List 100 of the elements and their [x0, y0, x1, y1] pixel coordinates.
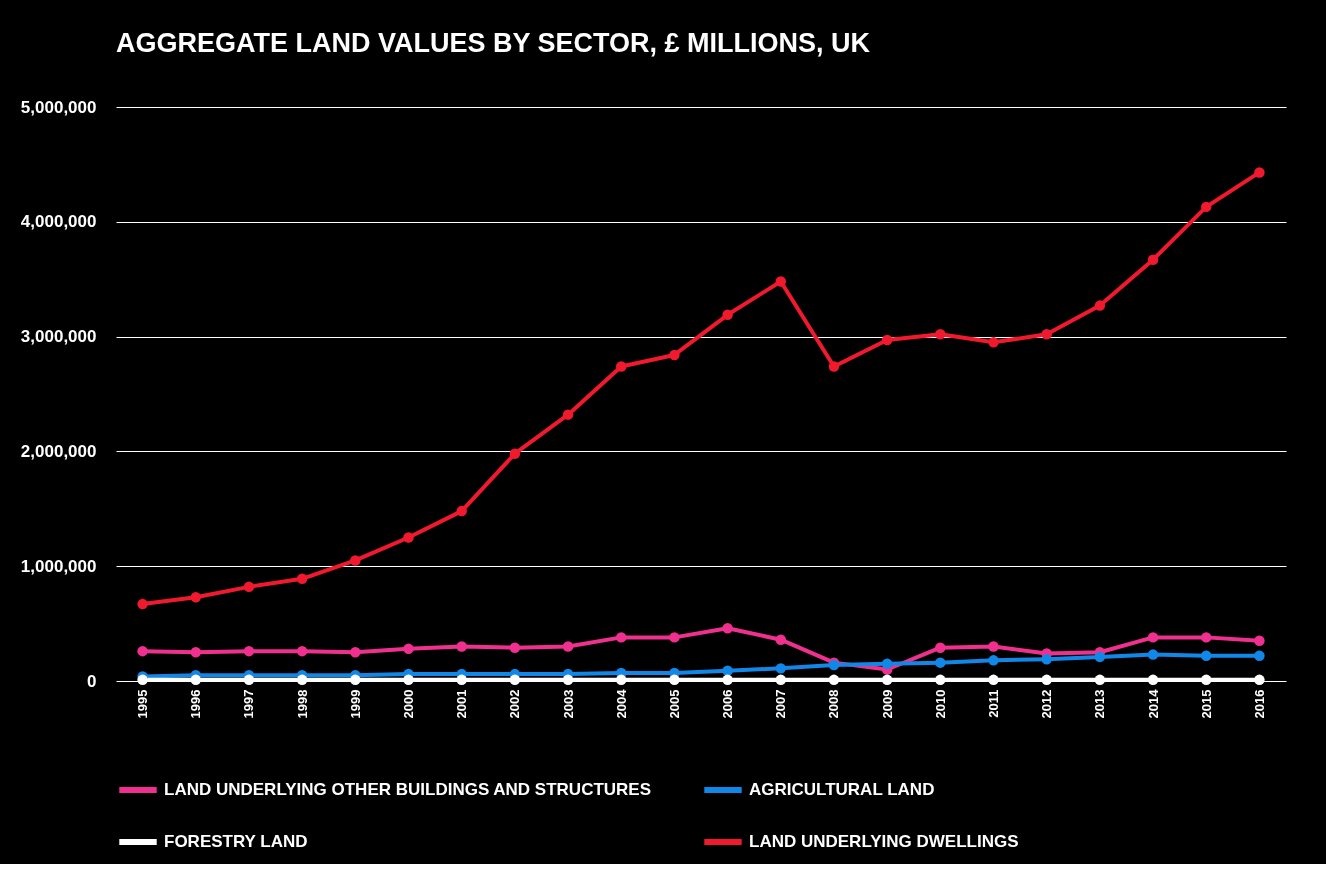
point — [562, 674, 574, 686]
x-tick-label: 2001 — [454, 689, 470, 719]
legend-label: FORESTRY LAND — [164, 832, 308, 851]
x-tick-label: 2003 — [560, 689, 576, 719]
point — [1200, 632, 1212, 643]
point — [403, 532, 414, 543]
legend-label: AGRICULTURAL LAND — [749, 780, 935, 799]
x-tick-label: 1999 — [347, 689, 363, 719]
x-tick-label: 2016 — [1251, 689, 1267, 719]
point — [243, 581, 255, 593]
point — [1200, 201, 1212, 213]
x-tick-label: 2007 — [773, 689, 789, 719]
point — [350, 647, 361, 658]
y-tick-label: 1,000,000 — [20, 556, 97, 576]
point — [1147, 254, 1159, 265]
point — [1041, 329, 1052, 340]
x-tick-label: 2013 — [1092, 689, 1108, 719]
point — [1041, 674, 1052, 686]
point — [456, 674, 467, 686]
point — [243, 674, 255, 686]
point — [296, 674, 308, 686]
x-tick-label: 2005 — [666, 689, 682, 719]
point — [190, 591, 202, 603]
point — [509, 448, 521, 459]
point — [615, 632, 627, 643]
point — [775, 634, 787, 645]
point — [1254, 167, 1265, 178]
point — [562, 409, 574, 420]
point — [775, 663, 787, 674]
y-tick-label: 2,000,000 — [20, 441, 97, 461]
point — [1094, 674, 1106, 686]
point — [988, 337, 999, 348]
x-tick-label: 2002 — [507, 689, 523, 719]
point — [669, 674, 680, 686]
point — [509, 642, 521, 653]
point — [988, 641, 999, 652]
point — [722, 665, 733, 676]
point — [669, 349, 680, 361]
point — [935, 642, 946, 653]
point — [615, 674, 627, 686]
legend-label: LAND UNDERLYING OTHER BUILDINGS AND STRUCTURES — [164, 780, 652, 799]
x-tick-label: 2012 — [1039, 689, 1055, 719]
point — [1147, 632, 1159, 643]
point — [935, 329, 946, 340]
x-tick-label: 1996 — [188, 689, 204, 719]
point — [403, 674, 414, 686]
x-tick-label: 2009 — [879, 689, 895, 719]
x-tick-label: 2015 — [1198, 689, 1214, 719]
x-tick-label: 2010 — [932, 689, 948, 719]
x-tick-label: 2011 — [986, 689, 1001, 718]
x-tick-label: 1997 — [241, 689, 257, 719]
point — [350, 555, 361, 566]
y-tick-label: 0 — [87, 671, 97, 691]
legend-label: LAND UNDERLYING DWELLINGS — [749, 832, 1019, 851]
point — [1254, 674, 1265, 686]
chart-title: AGGREGATE LAND VALUES BY SECTOR, £ MILLIONS, UK — [116, 28, 871, 58]
point — [881, 674, 893, 686]
point — [350, 674, 361, 686]
point — [988, 655, 999, 666]
x-tick-label: 2014 — [1145, 688, 1161, 719]
point — [1200, 674, 1212, 686]
point — [137, 598, 148, 610]
point — [137, 674, 148, 686]
x-tick-label: 2000 — [401, 689, 416, 719]
point — [456, 641, 467, 652]
point — [722, 674, 733, 686]
point — [1094, 300, 1106, 311]
point — [1147, 674, 1159, 686]
point — [403, 643, 414, 655]
point — [190, 674, 202, 686]
point — [456, 505, 467, 517]
y-tick-label: 3,000,000 — [20, 327, 97, 347]
point — [828, 674, 840, 686]
point — [1200, 650, 1212, 661]
point — [509, 674, 521, 686]
point — [296, 645, 308, 657]
point — [988, 674, 999, 686]
point — [722, 309, 733, 321]
point — [1254, 635, 1265, 647]
point — [935, 674, 946, 686]
point — [935, 657, 946, 668]
point — [1041, 653, 1052, 665]
point — [296, 573, 308, 585]
y-tick-label: 4,000,000 — [20, 212, 97, 232]
point — [828, 361, 840, 372]
point — [243, 645, 255, 657]
x-tick-label: 1995 — [135, 689, 151, 719]
x-tick-label: 2008 — [826, 689, 842, 719]
point — [1254, 650, 1265, 661]
point — [881, 334, 893, 346]
point — [775, 276, 787, 287]
point — [722, 622, 733, 634]
point — [775, 674, 787, 686]
point — [1147, 649, 1159, 660]
point — [190, 647, 202, 658]
x-tick-label: 1998 — [294, 689, 310, 719]
y-tick-label: 5,000,000 — [20, 97, 97, 117]
point — [137, 645, 148, 657]
x-tick-label: 2004 — [613, 688, 629, 719]
point — [615, 361, 627, 372]
